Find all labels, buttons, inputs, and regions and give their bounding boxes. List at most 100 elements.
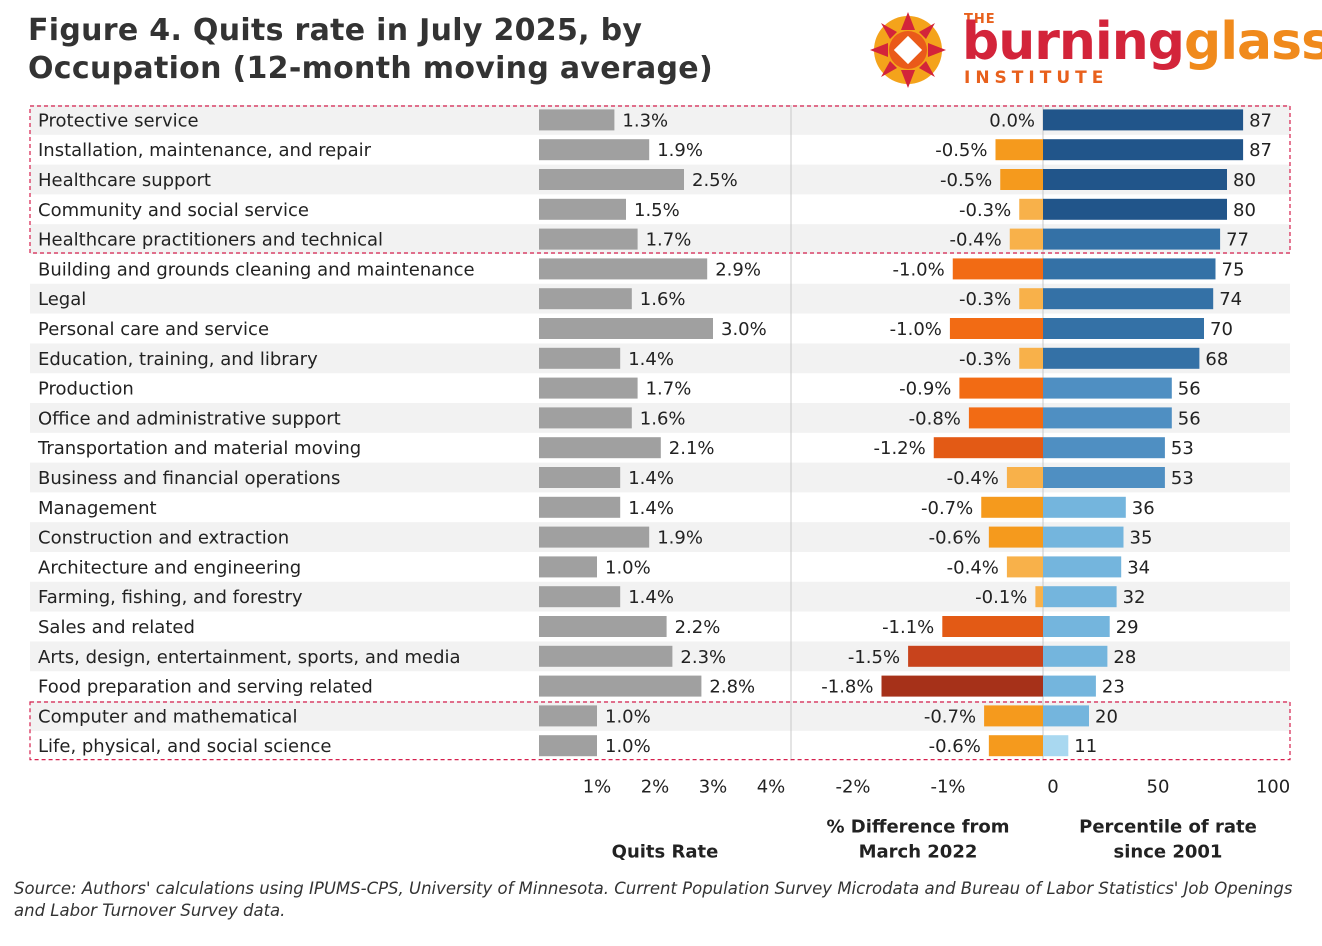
difference-bar: [952, 258, 1043, 280]
quits-value-label: 2.5%: [692, 170, 738, 191]
percentile-bar: [1043, 288, 1214, 310]
quits-bar: [539, 109, 615, 131]
difference-value-label: -0.4%: [947, 468, 999, 489]
category-label: Life, physical, and social science: [38, 736, 331, 757]
quits-value-label: 1.5%: [634, 200, 680, 221]
difference-value-label: -1.5%: [848, 647, 900, 668]
percentile-bar: [1043, 377, 1172, 399]
difference-value-label: 0.0%: [989, 110, 1035, 131]
quits-bar: [539, 645, 673, 667]
difference-bar: [1009, 228, 1043, 250]
percentile-bar: [1043, 198, 1227, 220]
category-label: Building and grounds cleaning and mainte…: [38, 259, 475, 280]
category-label: Farming, fishing, and forestry: [38, 587, 303, 608]
percentile-value-label: 53: [1171, 438, 1194, 459]
difference-bar: [1019, 198, 1043, 220]
percentile-value-label: 20: [1095, 706, 1118, 727]
burning-glass-logo: THE burningglass INSTITUTE: [868, 10, 1322, 92]
title-line-2: Occupation (12-month moving average): [28, 51, 713, 86]
quits-bar: [539, 318, 713, 339]
percentile-bar: [1043, 556, 1122, 578]
quits-value-label: 3.0%: [721, 319, 767, 340]
quits-value-label: 1.4%: [628, 587, 674, 608]
percentile-value-label: 11: [1074, 736, 1097, 757]
percentile-bar: [1043, 169, 1227, 190]
category-label: Legal: [38, 289, 86, 310]
difference-bar: [1000, 169, 1043, 190]
category-label: Arts, design, entertainment, sports, and…: [38, 647, 461, 668]
quits-bar: [539, 556, 597, 578]
quits-value-label: 1.7%: [646, 379, 692, 400]
percentile-bar: [1043, 496, 1126, 518]
quits-bar: [539, 467, 621, 488]
percentile-value-label: 53: [1171, 468, 1194, 489]
quits-bar: [539, 586, 621, 608]
percentile-value-label: 80: [1233, 170, 1256, 191]
category-label: Office and administrative support: [38, 408, 341, 429]
quits-bar: [539, 258, 708, 280]
percentile-value-label: 75: [1222, 259, 1245, 280]
quits-bar: [539, 288, 632, 310]
category-label: Transportation and material moving: [37, 438, 361, 459]
quits-value-label: 1.4%: [628, 468, 674, 489]
percentile-value-label: 34: [1127, 557, 1150, 578]
difference-value-label: -0.1%: [975, 587, 1027, 608]
percentile-bar: [1043, 109, 1244, 131]
percentile-value-label: 56: [1178, 379, 1201, 400]
quits-value-label: 1.3%: [622, 110, 668, 131]
quits-value-label: 1.0%: [605, 736, 651, 757]
quits-bar: [539, 198, 626, 220]
percentile-bar: [1043, 139, 1244, 161]
difference-axis-title-line1: % Difference from: [826, 817, 1009, 838]
percentile-value-label: 68: [1205, 349, 1228, 370]
quits-bar: [539, 377, 638, 399]
category-label: Production: [38, 379, 134, 400]
logo-institute: INSTITUTE: [964, 68, 1109, 88]
category-label: Food preparation and serving related: [38, 677, 373, 698]
difference-bar: [942, 616, 1043, 637]
difference-value-label: -0.6%: [929, 736, 981, 757]
quits-bar: [539, 169, 684, 190]
quits-bar: [539, 496, 621, 518]
difference-value-label: -0.8%: [909, 408, 961, 429]
difference-bar: [949, 318, 1043, 339]
difference-tick-label: -2%: [835, 777, 870, 798]
percentile-tick-label: 100: [1256, 777, 1290, 798]
quits-value-label: 1.0%: [605, 706, 651, 727]
logo-wordmark: burningglass: [962, 10, 1322, 74]
percentile-value-label: 35: [1130, 528, 1153, 549]
quits-value-label: 1.9%: [657, 140, 703, 161]
quits-value-label: 1.7%: [646, 230, 692, 251]
title-line-1: Figure 4. Quits rate in July 2025, by: [28, 13, 643, 48]
category-label: Community and social service: [38, 200, 309, 221]
category-label: Architecture and engineering: [38, 557, 301, 578]
percentile-value-label: 36: [1132, 498, 1155, 519]
category-label: Sales and related: [38, 617, 195, 638]
quits-bar: [539, 139, 650, 161]
quits-value-label: 1.6%: [640, 408, 686, 429]
difference-bar: [981, 496, 1043, 518]
percentile-bar: [1043, 586, 1117, 608]
difference-value-label: -0.7%: [924, 706, 976, 727]
quits-value-label: 1.6%: [640, 289, 686, 310]
difference-tick-label: 0: [1047, 777, 1058, 798]
difference-value-label: -0.6%: [929, 528, 981, 549]
difference-bar: [1006, 467, 1043, 488]
percentile-bar: [1043, 258, 1216, 280]
quits-bar: [539, 407, 632, 429]
difference-bar: [1019, 288, 1043, 310]
category-label: Education, training, and library: [38, 349, 318, 370]
percentile-value-label: 87: [1249, 140, 1272, 161]
percentile-bar: [1043, 437, 1165, 459]
category-label: Healthcare practitioners and technical: [38, 230, 383, 251]
difference-value-label: -1.0%: [893, 259, 945, 280]
percentile-bar: [1043, 705, 1089, 727]
quits-bar: [539, 437, 661, 459]
percentile-value-label: 28: [1113, 647, 1136, 668]
category-label: Computer and mathematical: [38, 706, 297, 727]
percentile-bar: [1043, 735, 1069, 757]
quits-value-label: 2.8%: [709, 677, 755, 698]
percentile-bar: [1043, 645, 1108, 667]
difference-bar: [984, 705, 1043, 727]
